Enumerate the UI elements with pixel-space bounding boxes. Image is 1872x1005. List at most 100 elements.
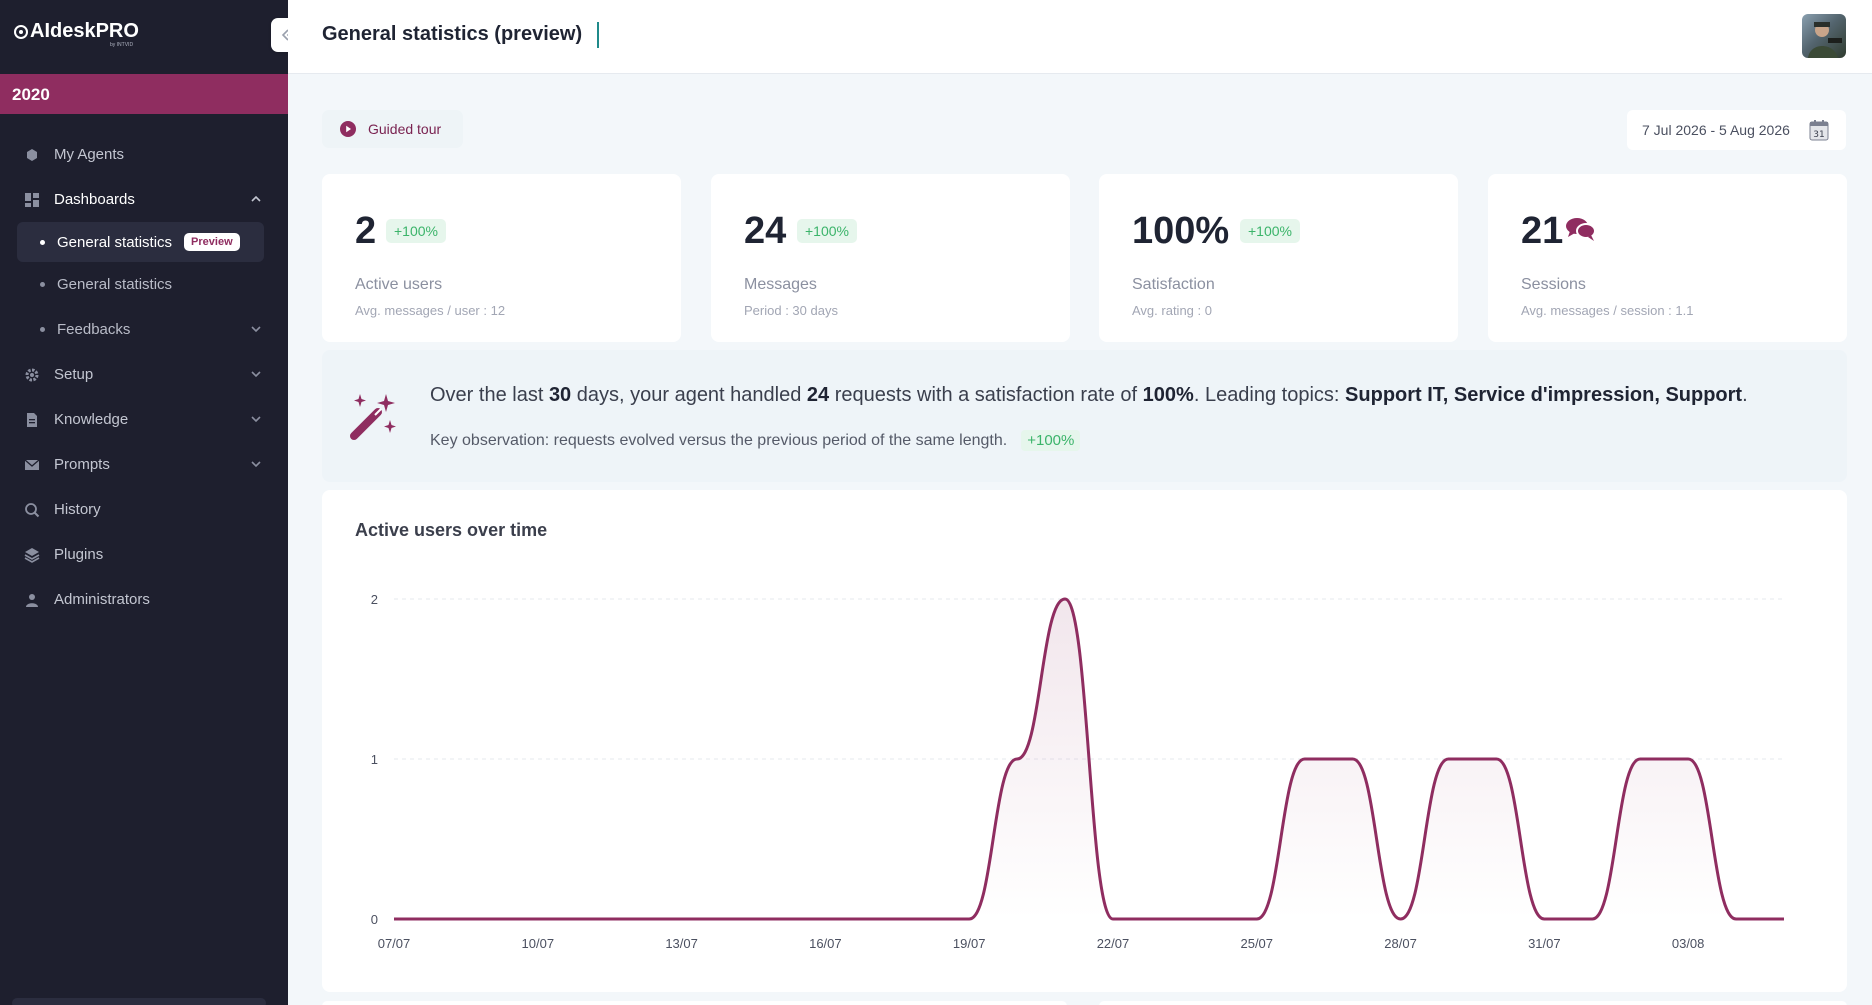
sidebar-item-label: My Agents <box>54 146 125 163</box>
bullet-icon <box>40 327 45 332</box>
logo-icon <box>14 25 28 39</box>
stat-value: 100% <box>1132 210 1230 252</box>
bullet-icon <box>40 239 45 245</box>
active-users-chart: 0 1 2 07/07 10/07 13/07 16/07 19/07 22/07 25/07 28… <box>371 592 1784 951</box>
trend-badge: +100% <box>797 219 857 243</box>
page-title: General statistics (preview) <box>322 23 583 45</box>
stat-subtext: Avg. rating : 0 <box>1132 303 1212 318</box>
chart-title: Active users over time <box>355 520 548 540</box>
stat-value: 21 <box>1521 210 1564 252</box>
insight-summary-text: Over the last 30 days, your agent handle… <box>430 384 1748 407</box>
insight-text: . Leading topics: <box>1193 384 1346 406</box>
app-logo[interactable]: AIdeskPRO by INTVID <box>14 20 139 50</box>
play-circle-icon <box>340 121 356 137</box>
date-range-picker[interactable]: 7 Jul 2026 - 5 Aug 2026 31 <box>1627 110 1846 150</box>
sidebar-item-knowledge[interactable]: Knowledge <box>0 397 288 442</box>
text-cursor <box>597 22 599 48</box>
layers-icon <box>22 545 42 565</box>
sidebar-item-history[interactable]: History <box>0 487 288 532</box>
x-tick-label: 28/07 <box>1384 936 1417 951</box>
robot-icon <box>22 145 42 165</box>
sidebar-item-label: Prompts <box>54 456 110 473</box>
sidebar-nav: My Agents Dashboards General statistics … <box>0 132 288 622</box>
chevron-down-icon[interactable] <box>250 413 262 425</box>
sidebar-item-plugins[interactable]: Plugins <box>0 532 288 577</box>
stat-card-active-users: 2 +100% Active users Avg. messages / use… <box>322 174 681 342</box>
x-tick-label: 03/08 <box>1672 936 1705 951</box>
stat-subtext: Avg. messages / user : 12 <box>355 303 506 318</box>
x-tick-label: 07/07 <box>378 936 411 951</box>
trend-badge: +100% <box>1240 219 1300 243</box>
y-tick-label: 1 <box>371 752 378 767</box>
bullet-icon <box>40 282 45 287</box>
chevron-down-icon[interactable] <box>250 458 262 470</box>
x-tick-label: 22/07 <box>1097 936 1130 951</box>
x-tick-label: 25/07 <box>1240 936 1273 951</box>
x-tick-label: 19/07 <box>953 936 986 951</box>
stat-card-satisfaction: 100% +100% Satisfaction Avg. rating : 0 <box>1099 174 1458 342</box>
sidebar-item-prompts[interactable]: Prompts <box>0 442 288 487</box>
x-tick-label: 10/07 <box>522 936 555 951</box>
sidebar-item-label: Setup <box>54 366 94 383</box>
sidebar-item-label: Administrators <box>54 591 150 608</box>
date-range-value: 7 Jul 2026 - 5 Aug 2026 <box>1642 122 1790 138</box>
stat-value: 24 <box>744 210 787 252</box>
search-history-icon <box>22 500 42 520</box>
sidebar-subitem-general-statistics[interactable]: General statistics <box>0 262 288 307</box>
sidebar-item-label: Dashboards <box>54 191 135 208</box>
avatar[interactable] <box>1802 14 1846 58</box>
chat-bubbles-icon <box>1566 218 1596 241</box>
next-card-right <box>1099 1001 1847 1005</box>
guided-tour-label: Guided tour <box>368 121 442 137</box>
envelope-icon <box>22 455 42 475</box>
chevron-down-icon[interactable] <box>250 368 262 380</box>
sidebar: AIdeskPRO by INTVID 2020 My Agents Dashb… <box>0 0 288 1005</box>
sidebar-item-administrators[interactable]: Administrators <box>0 577 288 622</box>
stat-label: Satisfaction <box>1132 276 1215 293</box>
sidebar-item-my-agents[interactable]: My Agents <box>0 132 288 177</box>
sidebar-item-label: History <box>54 501 101 518</box>
sidebar-subitem-label: Feedbacks <box>57 321 131 338</box>
insight-requests: 24 <box>806 384 830 406</box>
stat-label: Messages <box>744 276 817 293</box>
chevron-down-icon[interactable] <box>250 323 262 335</box>
sidebar-item-setup[interactable]: Setup <box>0 352 288 397</box>
sidebar-subitem-feedbacks[interactable]: Feedbacks <box>0 307 288 352</box>
chevron-up-icon[interactable] <box>250 193 262 205</box>
stat-subtext: Period : 30 days <box>744 303 838 318</box>
sidebar-item-label: Plugins <box>54 546 104 563</box>
gear-icon <box>22 365 42 385</box>
magic-wand-icon <box>350 394 396 440</box>
sidebar-footer <box>12 998 266 1005</box>
stat-label: Active users <box>355 276 443 293</box>
observation-text: Key observation: requests evolved versus… <box>430 432 1008 449</box>
chart-card-active-users: Active users over time 0 1 2 07/07 10/07 13/0… <box>322 490 1847 992</box>
y-tick-label: 2 <box>371 592 378 607</box>
insight-topics: Support IT, Service d'impression, Suppor… <box>1345 384 1743 406</box>
insight-summary: Over the last 30 days, your agent handle… <box>322 350 1847 482</box>
insight-text: . <box>1742 384 1748 406</box>
sidebar-subitem-general-statistics-preview[interactable]: General statistics Preview <box>17 222 264 262</box>
logo-text: AIdeskPRO <box>30 20 139 42</box>
trend-badge: +100% <box>1021 430 1081 451</box>
logo-subtext: by INTVID <box>110 42 134 48</box>
insight-text: days, your agent handled <box>571 384 807 406</box>
insight-text: requests with a satisfaction rate of <box>829 384 1143 406</box>
sidebar-item-dashboards[interactable]: Dashboards <box>0 177 288 222</box>
guided-tour-button[interactable]: Guided tour <box>322 110 463 148</box>
y-tick-label: 0 <box>371 912 378 927</box>
page-header: General statistics (preview) <box>288 0 1872 74</box>
user-icon <box>22 590 42 610</box>
calendar-icon: 31 <box>1809 120 1829 141</box>
insight-rate: 100% <box>1142 384 1194 406</box>
insight-observation: Key observation: requests evolved versus… <box>430 430 1081 451</box>
sidebar-item-label: Knowledge <box>54 411 129 428</box>
sidebar-subitem-label: General statistics <box>57 233 173 251</box>
avatar-image <box>1808 22 1842 58</box>
next-card-left <box>322 1001 1067 1005</box>
stat-card-messages: 24 +100% Messages Period : 30 days <box>711 174 1070 342</box>
stat-subtext: Avg. messages / session : 1.1 <box>1521 303 1694 318</box>
x-tick-label: 13/07 <box>665 936 698 951</box>
organization-selector[interactable]: 2020 <box>0 74 288 114</box>
sidebar-subitem-label: General statistics <box>57 276 173 293</box>
